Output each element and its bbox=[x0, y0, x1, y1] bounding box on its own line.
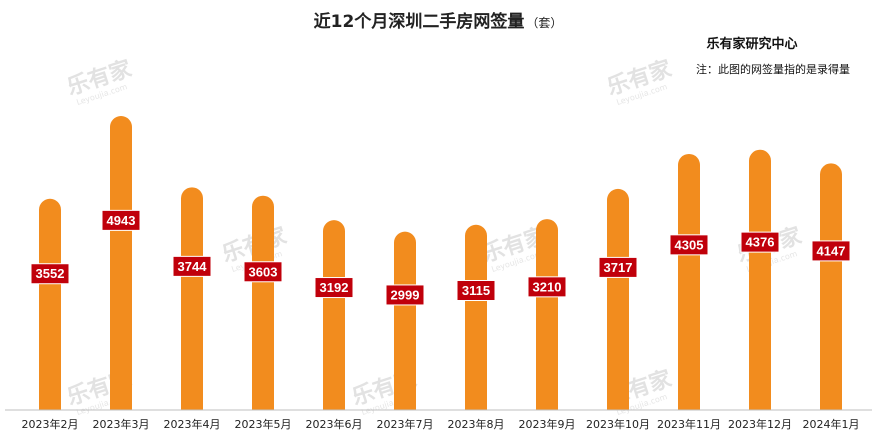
x-tick-label: 2023年10月 bbox=[586, 417, 650, 431]
chart-title-text: 近12个月深圳二手房网签量 bbox=[314, 11, 525, 32]
chart-unit: （套） bbox=[526, 16, 562, 30]
chart-title: 近12个月深圳二手房网签量 （套） bbox=[314, 11, 563, 32]
value-label: 3744 bbox=[178, 259, 208, 274]
value-label-box bbox=[669, 234, 709, 256]
bar bbox=[465, 224, 487, 410]
value-label: 3192 bbox=[320, 280, 349, 295]
value-label-box bbox=[456, 279, 496, 301]
bar bbox=[607, 188, 629, 410]
note-label: 注：此图的网签量指的是录得量 bbox=[696, 62, 850, 76]
bar bbox=[749, 149, 771, 410]
x-tick-label: 2023年8月 bbox=[448, 417, 505, 431]
bar-series bbox=[39, 116, 842, 410]
bar bbox=[323, 220, 345, 410]
value-label: 4376 bbox=[746, 235, 775, 250]
value-label-box bbox=[598, 256, 638, 278]
value-label-box bbox=[527, 276, 567, 298]
value-label: 4943 bbox=[107, 213, 136, 228]
value-label: 3210 bbox=[533, 279, 562, 294]
x-tick-label: 2023年7月 bbox=[377, 417, 434, 431]
x-tick-label: 2024年1月 bbox=[803, 417, 860, 431]
x-axis-ticks: 2023年2月 2023年3月 2023年4月 2023年5月 2023年6月 2023年… bbox=[22, 417, 860, 431]
value-label-box bbox=[385, 284, 425, 306]
x-tick-label: 2023年4月 bbox=[164, 417, 221, 431]
value-labels: 3552 4943 3744 3603 3192 2999 3115 3210 3717 4305… bbox=[30, 209, 851, 306]
value-label: 4147 bbox=[817, 243, 846, 258]
value-label: 3717 bbox=[604, 260, 633, 275]
value-label: 4305 bbox=[675, 237, 704, 252]
x-tick-label: 2023年2月 bbox=[22, 417, 79, 431]
value-label: 3603 bbox=[249, 264, 278, 279]
x-tick-label: 2023年5月 bbox=[235, 417, 292, 431]
value-label-box bbox=[740, 231, 780, 253]
value-label: 2999 bbox=[391, 287, 420, 302]
value-label-box bbox=[314, 277, 354, 299]
x-tick-label: 2023年12月 bbox=[728, 417, 792, 431]
x-tick-label: 2023年11月 bbox=[657, 417, 721, 431]
bar bbox=[252, 195, 274, 410]
value-label: 3115 bbox=[462, 283, 490, 298]
value-label: 3552 bbox=[36, 266, 65, 281]
value-label-box bbox=[30, 263, 70, 285]
source-label: 乐有家研究中心 bbox=[706, 36, 797, 52]
value-label-box bbox=[811, 240, 851, 262]
value-label-box bbox=[101, 209, 141, 231]
bar bbox=[110, 116, 132, 410]
value-label-box bbox=[172, 255, 212, 277]
bar bbox=[678, 153, 700, 410]
bar bbox=[39, 198, 61, 410]
value-label-box bbox=[243, 261, 283, 283]
bar bbox=[820, 163, 842, 410]
bar bbox=[536, 219, 558, 410]
bar bbox=[181, 187, 203, 410]
x-tick-label: 2023年3月 bbox=[93, 417, 150, 431]
x-tick-label: 2023年6月 bbox=[306, 417, 363, 431]
bar bbox=[394, 231, 416, 410]
x-tick-label: 2023年9月 bbox=[519, 417, 576, 431]
